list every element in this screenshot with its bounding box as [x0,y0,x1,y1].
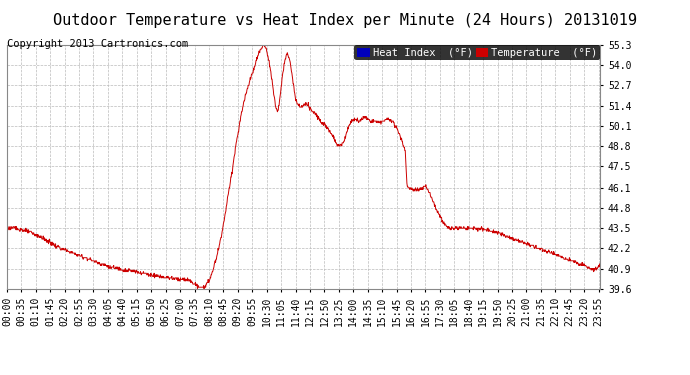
Text: Outdoor Temperature vs Heat Index per Minute (24 Hours) 20131019: Outdoor Temperature vs Heat Index per Mi… [53,13,637,28]
Text: Copyright 2013 Cartronics.com: Copyright 2013 Cartronics.com [7,39,188,50]
Legend: Heat Index  (°F), Temperature  (°F): Heat Index (°F), Temperature (°F) [355,45,600,60]
